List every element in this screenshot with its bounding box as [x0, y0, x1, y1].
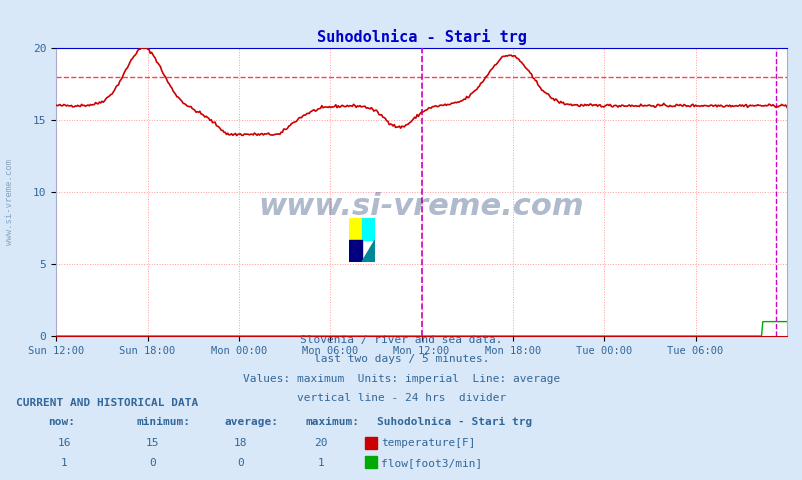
Bar	[349, 218, 362, 240]
Text: 0: 0	[237, 457, 244, 468]
Polygon shape	[362, 240, 375, 262]
Text: minimum:: minimum:	[136, 417, 190, 427]
Text: last two days / 5 minutes.: last two days / 5 minutes.	[314, 354, 488, 364]
Bar	[362, 218, 375, 240]
Text: Values: maximum  Units: imperial  Line: average: Values: maximum Units: imperial Line: av…	[242, 373, 560, 384]
Bar	[365, 437, 377, 449]
Text: temperature[F]: temperature[F]	[381, 438, 476, 448]
Text: Suhodolnica - Stari trg: Suhodolnica - Stari trg	[377, 417, 532, 427]
Text: 18: 18	[234, 438, 247, 448]
Text: www.si-vreme.com: www.si-vreme.com	[5, 158, 14, 245]
Text: 20: 20	[314, 438, 327, 448]
Title: Suhodolnica - Stari trg: Suhodolnica - Stari trg	[316, 29, 526, 46]
Text: average:: average:	[225, 417, 278, 427]
Bar	[349, 240, 362, 262]
Text: vertical line - 24 hrs  divider: vertical line - 24 hrs divider	[297, 393, 505, 403]
Bar	[365, 456, 377, 468]
Text: now:: now:	[48, 417, 75, 427]
Text: flow[foot3/min]: flow[foot3/min]	[381, 457, 482, 468]
Text: Slovenia / river and sea data.: Slovenia / river and sea data.	[300, 335, 502, 345]
Text: 1: 1	[318, 457, 324, 468]
Text: maximum:: maximum:	[305, 417, 358, 427]
Text: 15: 15	[146, 438, 159, 448]
Text: 1: 1	[61, 457, 67, 468]
Text: www.si-vreme.com: www.si-vreme.com	[258, 192, 584, 221]
Text: 16: 16	[58, 438, 71, 448]
Text: 0: 0	[149, 457, 156, 468]
Text: CURRENT AND HISTORICAL DATA: CURRENT AND HISTORICAL DATA	[16, 397, 198, 408]
